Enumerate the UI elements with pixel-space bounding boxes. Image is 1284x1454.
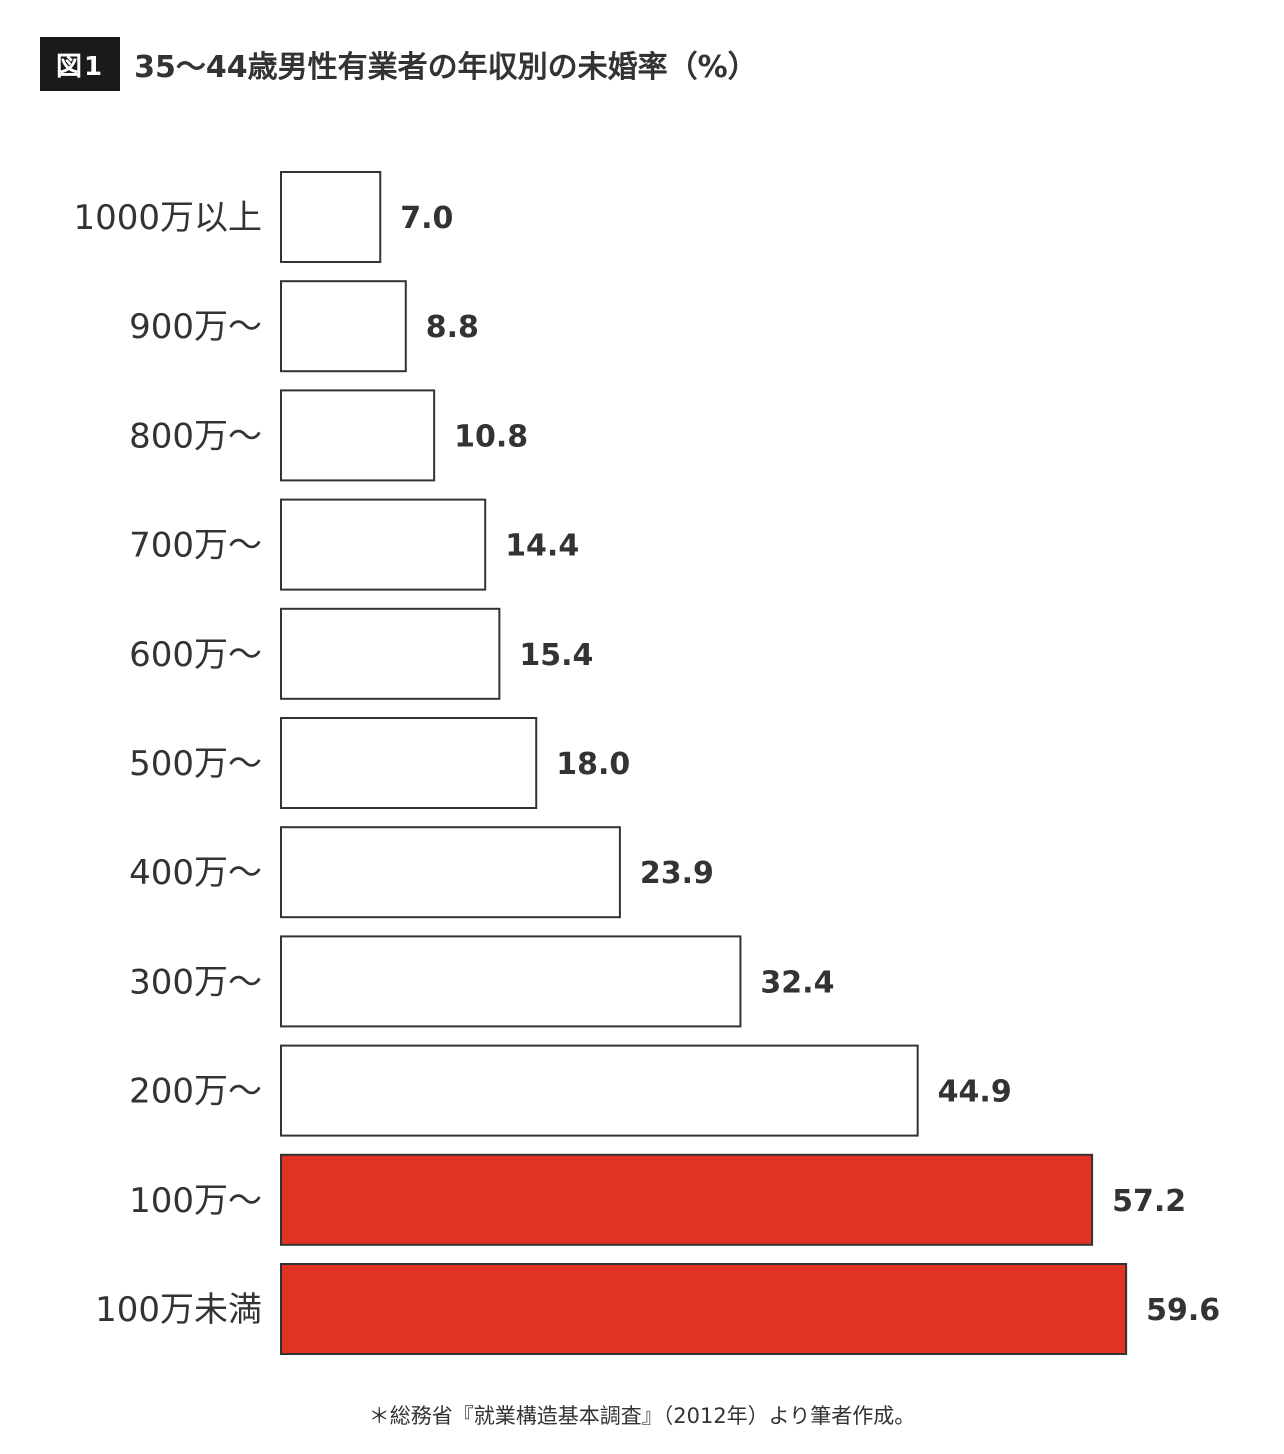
value-label: 14.4 [505, 529, 579, 564]
bar [280, 826, 621, 919]
category-label: 900万〜 [129, 307, 262, 347]
chart-header: 図1 35〜44歳男性有業者の年収別の未婚率（%） [40, 36, 758, 92]
value-label: 59.6 [1146, 1293, 1220, 1328]
category-label: 200万〜 [129, 1072, 262, 1112]
value-label: 23.9 [640, 856, 714, 891]
bar [280, 280, 407, 373]
value-label: 7.0 [400, 201, 453, 236]
bar [280, 498, 487, 591]
value-label: 15.4 [519, 638, 593, 673]
bar [280, 607, 501, 700]
category-label: 100万未満 [95, 1290, 262, 1330]
category-label: 500万〜 [129, 744, 262, 784]
value-label: 10.8 [454, 419, 528, 454]
category-label: 300万〜 [129, 962, 262, 1002]
value-label: 57.2 [1112, 1184, 1186, 1219]
category-label: 600万〜 [129, 635, 262, 675]
bar [280, 717, 538, 809]
bar [280, 1044, 919, 1137]
bar [280, 935, 742, 1028]
category-label: 1000万以上 [73, 198, 262, 238]
value-label: 44.9 [938, 1075, 1012, 1110]
bar [280, 171, 382, 263]
value-label: 32.4 [760, 965, 834, 1000]
category-label: 700万〜 [129, 526, 262, 566]
value-label: 18.0 [556, 747, 630, 782]
value-label: 8.8 [426, 310, 479, 345]
figure-badge: 図1 [40, 37, 121, 91]
category-label: 100万〜 [129, 1181, 262, 1221]
bar [280, 1263, 1128, 1355]
source-footnote: ＊総務省『就業構造基本調査』（2012年）より筆者作成。 [368, 1404, 916, 1428]
bar [280, 389, 436, 482]
category-label: 800万〜 [129, 416, 262, 456]
chart-title: 35〜44歳男性有業者の年収別の未婚率（%） [134, 50, 758, 85]
category-label: 400万〜 [129, 853, 262, 893]
bar [280, 1153, 1094, 1246]
